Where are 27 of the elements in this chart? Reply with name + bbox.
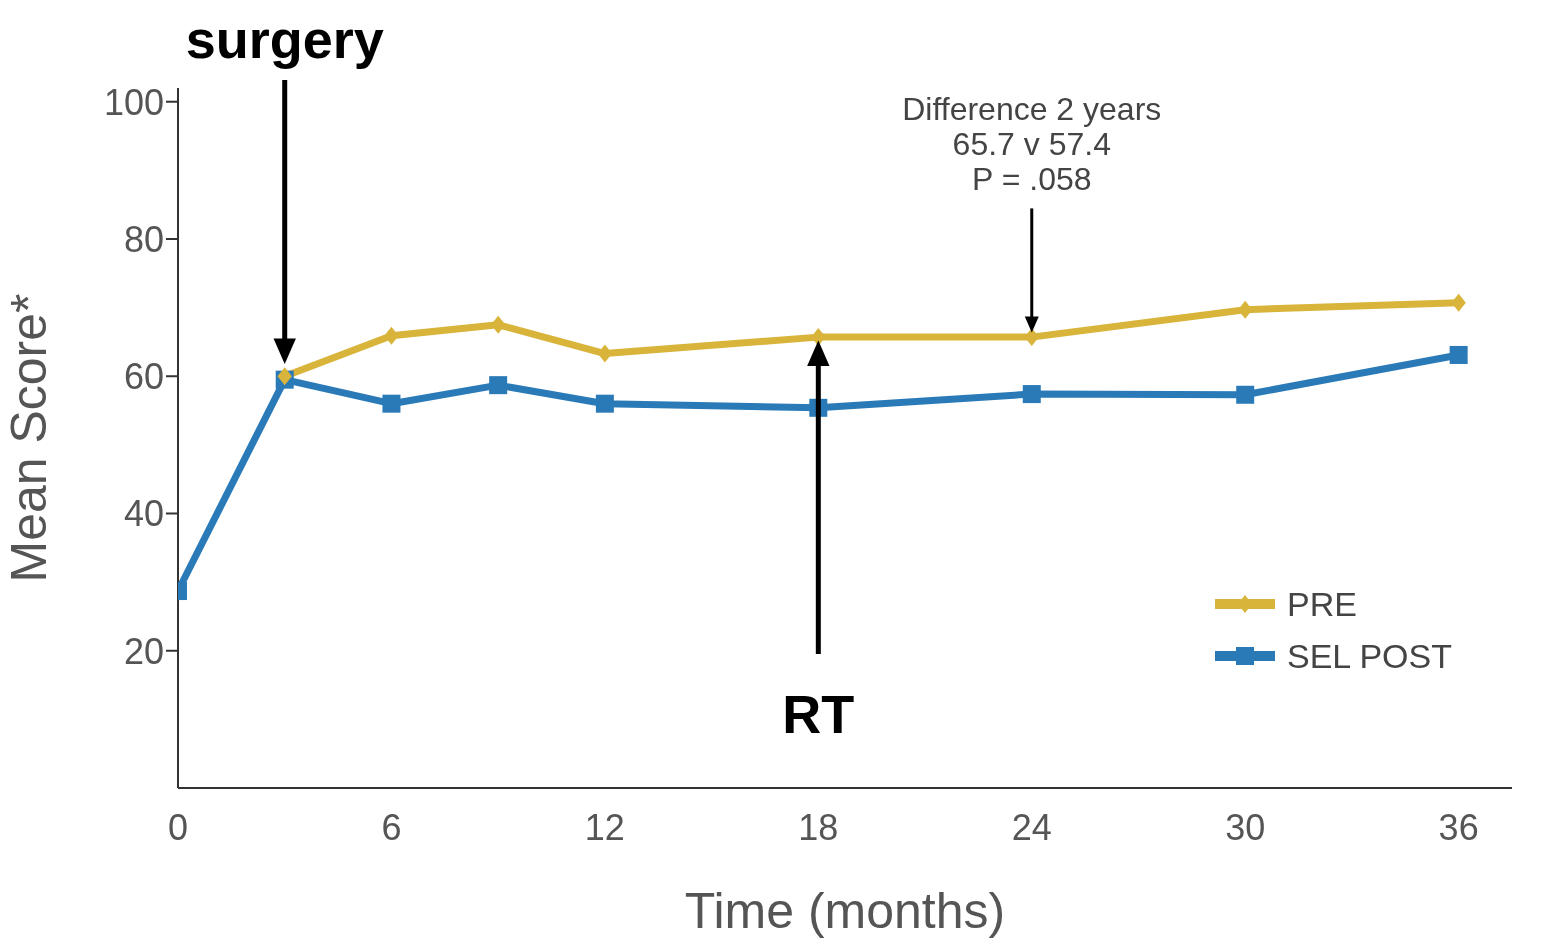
x-tick-label: 36 <box>1438 806 1479 848</box>
point <box>595 394 614 413</box>
point <box>382 394 401 413</box>
point <box>1451 293 1466 312</box>
point <box>384 326 399 345</box>
y-tick-label: 20 <box>123 630 164 672</box>
text: surgery <box>185 9 384 69</box>
x-tick-label: 30 <box>1225 806 1266 848</box>
point <box>1022 385 1041 404</box>
annotation: RT <box>782 684 855 744</box>
point <box>1449 345 1468 364</box>
x-tick-label: 18 <box>798 806 839 848</box>
x-tick-label: 6 <box>381 806 402 848</box>
x-axis-title: Time (months) <box>684 883 1006 939</box>
point <box>1236 385 1255 404</box>
annotation: Difference 2 years 65.7 v 57.4 P = .058 <box>902 91 1162 198</box>
point <box>489 376 508 395</box>
x-tick-label: 24 <box>1011 806 1052 848</box>
x-tick-label: 12 <box>584 806 625 848</box>
y-tick-label: 40 <box>123 493 164 535</box>
legend-label: PRE <box>1286 584 1357 625</box>
y-tick-label: 100 <box>103 81 164 123</box>
y-axis-title: Mean Score* <box>0 293 57 583</box>
legend-label: SEL POST <box>1286 636 1452 677</box>
y-tick-label: 60 <box>123 356 164 398</box>
y-tick-label: 80 <box>123 218 164 260</box>
x-tick-label: 0 <box>167 806 189 848</box>
